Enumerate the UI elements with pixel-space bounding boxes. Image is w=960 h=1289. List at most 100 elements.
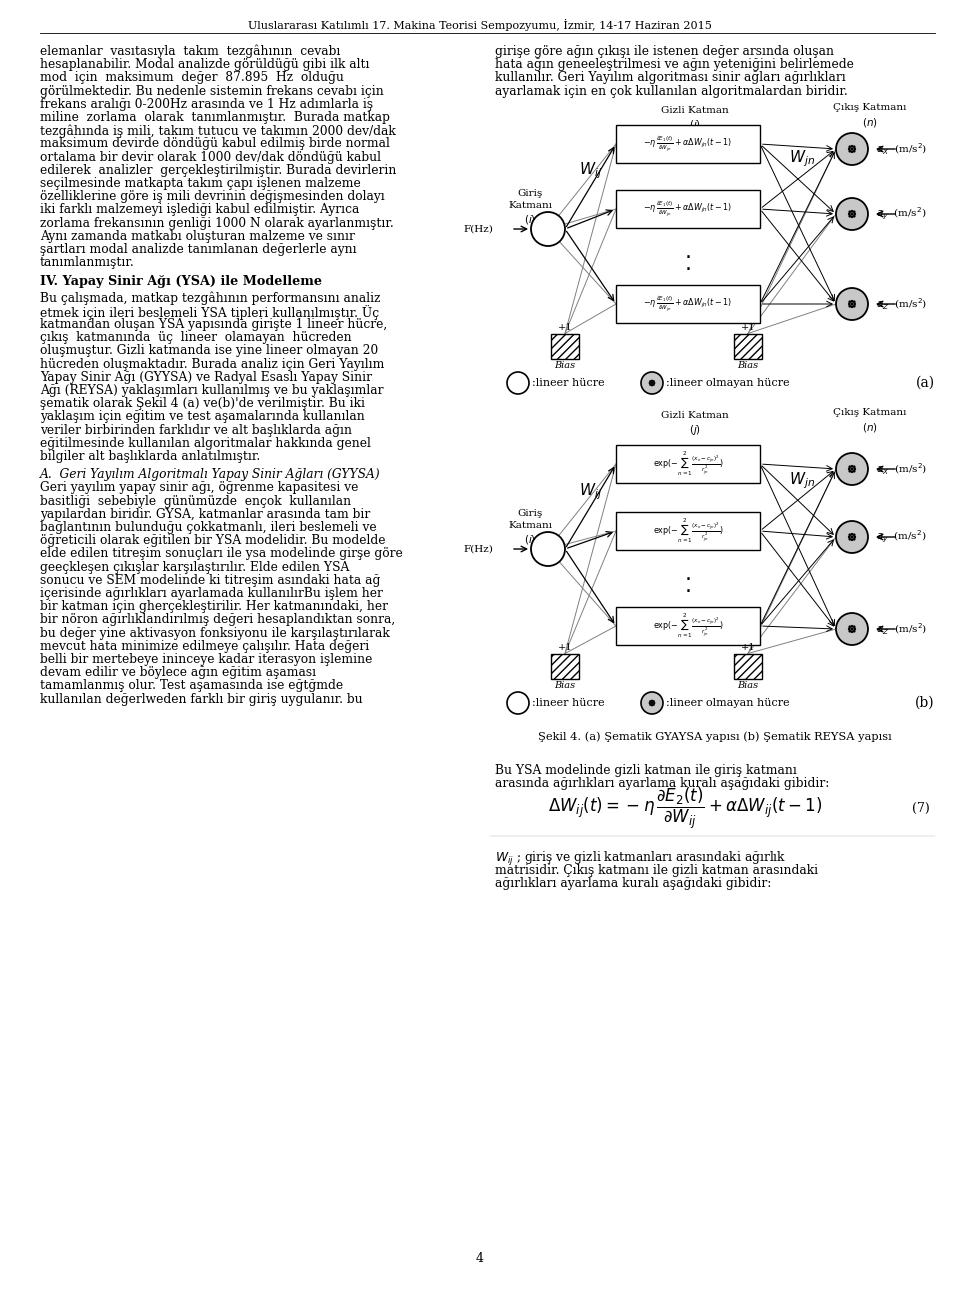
Circle shape [851,630,853,633]
Circle shape [848,536,851,539]
Circle shape [848,148,851,151]
Circle shape [851,151,853,153]
Circle shape [853,536,856,539]
Circle shape [507,373,529,394]
Text: iki farklı malzemeyi işlediği kabul edilmiştir. Ayrıca: iki farklı malzemeyi işlediği kabul edil… [40,204,359,217]
Text: .: . [684,254,691,275]
Text: Bu çalışmada, matkap tezgâhının performansını analiz: Bu çalışmada, matkap tezgâhının performa… [40,291,380,305]
Circle shape [848,628,851,630]
Circle shape [641,692,663,714]
Text: Bu YSA modelinde gizli katman ile giriş katmanı: Bu YSA modelinde gizli katman ile giriş … [495,764,797,777]
Circle shape [836,133,868,165]
Circle shape [849,630,852,633]
Circle shape [848,303,851,305]
Text: sonucu ve SEM modelinde ki titreşim asındaki hata ağ: sonucu ve SEM modelinde ki titreşim asın… [40,574,380,586]
Text: kullanılır. Geri Yayılım algoritması sinir ağları ağırlıkları: kullanılır. Geri Yayılım algoritması sin… [495,71,846,84]
Text: $(n)$: $(n)$ [862,116,877,129]
Text: çıkış  katmanında  üç  lineer  olamayan  hücreden: çıkış katmanında üç lineer olamayan hücr… [40,331,351,344]
FancyBboxPatch shape [616,445,760,483]
Circle shape [851,305,853,308]
Circle shape [653,382,656,384]
Text: :lineer olmayan hücre: :lineer olmayan hücre [666,699,790,708]
FancyBboxPatch shape [551,334,579,358]
Text: $-\eta\,\frac{\partial E_1(t)}{\partial W_{jn}}+\alpha\Delta W_{jn}(t-1)$: $-\eta\,\frac{\partial E_1(t)}{\partial … [643,200,732,219]
Text: bir nöron ağırlıklandırılmış değeri hesaplandıktan sonra,: bir nöron ağırlıklandırılmış değeri hesa… [40,614,396,626]
Text: $W_{ij}$: $W_{ij}$ [579,482,602,503]
Text: seçilmesinde matkapta takım çapı işlenen malzeme: seçilmesinde matkapta takım çapı işlenen… [40,177,361,189]
Text: Gizli Katman: Gizli Katman [661,411,729,420]
Text: :lineer olmayan hücre: :lineer olmayan hücre [666,378,790,388]
Text: tamamlanmış olur. Test aşamasında ise eğtğmde: tamamlanmış olur. Test aşamasında ise eğ… [40,679,343,692]
Circle shape [852,534,855,536]
Circle shape [851,628,853,630]
Circle shape [651,701,653,704]
Text: $a_Z$  (m/s$^2$): $a_Z$ (m/s$^2$) [876,296,927,312]
Text: .: . [684,241,691,262]
Circle shape [653,700,655,703]
Text: öğreticili olarak eğitilen bir YSA modelidir. Bu modelde: öğreticili olarak eğitilen bir YSA model… [40,534,386,548]
Text: etmek için ileri beslemeli YSA tipleri kullanılmıştır. Üç: etmek için ileri beslemeli YSA tipleri k… [40,304,379,320]
Circle shape [853,468,856,470]
Text: $(n)$: $(n)$ [862,422,877,434]
Text: (7): (7) [912,802,930,815]
Circle shape [852,625,855,628]
Text: A.  Geri Yayılım Algoritmalı Yapay Sinir Ağları (GYYSA): A. Geri Yayılım Algoritmalı Yapay Sinir … [40,468,380,481]
Text: bir katman için gherçekleştirilir. Her katmanındaki, her: bir katman için gherçekleştirilir. Her k… [40,601,388,614]
Circle shape [836,614,868,644]
Circle shape [836,199,868,229]
Text: $\exp(-\sum_{n=1}^{2}\frac{(x_n-c_{jn})^2}{r_{jn}^2})$: $\exp(-\sum_{n=1}^{2}\frac{(x_n-c_{jn})^… [653,517,723,545]
Circle shape [849,300,852,303]
Text: ayarlamak için en çok kullanılan algoritmalardan biridir.: ayarlamak için en çok kullanılan algorit… [495,85,848,98]
Text: Katmanı: Katmanı [508,521,552,530]
Text: basitliği  sebebiyle  günümüzde  ençok  kullanılan: basitliği sebebiyle günümüzde ençok kull… [40,495,351,508]
Text: belli bir mertebeye ininceye kadar iterasyon işlemine: belli bir mertebeye ininceye kadar itera… [40,654,372,666]
Circle shape [851,215,853,218]
Text: Çıkış Katmanı: Çıkış Katmanı [833,103,906,112]
Circle shape [649,700,652,703]
Text: mod  için  maksimum  değer  87.895  Hz  olduğu: mod için maksimum değer 87.895 Hz olduğu [40,71,344,84]
Text: $a_y$  (m/s$^2$): $a_y$ (m/s$^2$) [876,206,926,222]
FancyBboxPatch shape [616,285,760,324]
Text: :lineer hücre: :lineer hücre [532,699,605,708]
Text: $W_{jn}$: $W_{jn}$ [789,470,815,491]
Text: katmandan oluşan YSA yapısında girişte 1 lineer hücre,: katmandan oluşan YSA yapısında girişte 1… [40,318,387,331]
Circle shape [852,469,855,473]
Circle shape [849,210,852,213]
Circle shape [653,383,655,385]
Circle shape [649,701,651,704]
Circle shape [851,300,853,303]
Text: mevcut hata minimize edilmeye çalışılır. Hata değeri: mevcut hata minimize edilmeye çalışılır.… [40,639,370,652]
Circle shape [851,144,853,148]
Text: $a_Z$  (m/s$^2$): $a_Z$ (m/s$^2$) [876,621,927,637]
Text: $\exp(-\sum_{n=1}^{2}\frac{(x_n-c_{jn})^2}{r_{jn}^2})$: $\exp(-\sum_{n=1}^{2}\frac{(x_n-c_{jn})^… [653,611,723,641]
Circle shape [531,211,565,246]
Text: frekans aralığı 0-200Hz arasında ve 1 Hz adımlarla iş: frekans aralığı 0-200Hz arasında ve 1 Hz… [40,98,373,111]
Text: 4: 4 [476,1253,484,1266]
FancyBboxPatch shape [616,512,760,550]
Text: $a_y$  (m/s$^2$): $a_y$ (m/s$^2$) [876,528,926,545]
Circle shape [849,304,852,308]
Text: $(i)$: $(i)$ [524,532,536,547]
Text: ortalama bir devir olarak 1000 dev/dak döndüğü kabul: ortalama bir devir olarak 1000 dev/dak d… [40,151,381,164]
Circle shape [851,303,853,305]
Text: yaklaşım için eğitim ve test aşamalarında kullanılan: yaklaşım için eğitim ve test aşamalarınd… [40,410,365,423]
Text: Geri yayılım yapay sinir ağı, öğrenme kapasitesi ve: Geri yayılım yapay sinir ağı, öğrenme ka… [40,481,358,495]
Text: Bias: Bias [555,681,576,690]
Text: Bias: Bias [737,681,758,690]
Text: arasında ağırlıkları ayarlama kuralı aşağıdaki gibidir:: arasında ağırlıkları ayarlama kuralı aşa… [495,777,829,790]
Text: oluşmuştur. Gizli katmanda ise yine lineer olmayan 20: oluşmuştur. Gizli katmanda ise yine line… [40,344,378,357]
Circle shape [651,379,653,382]
Text: içerisinde ağırlıkları ayarlamada kullanılırBu işlem her: içerisinde ağırlıkları ayarlamada kullan… [40,586,383,599]
Text: $a_X$  (m/s$^2$): $a_X$ (m/s$^2$) [876,142,927,157]
Circle shape [853,303,856,305]
Text: +1: +1 [558,322,572,331]
Circle shape [851,539,853,541]
FancyBboxPatch shape [734,334,762,358]
Text: Bias: Bias [737,361,758,370]
Text: $\Delta W_{ij}(t) = -\eta\,\dfrac{\partial E_2(t)}{\partial W_{ij}} + \alpha\Del: $\Delta W_{ij}(t) = -\eta\,\dfrac{\parti… [548,786,822,831]
Circle shape [853,628,856,630]
Circle shape [653,380,655,383]
Circle shape [851,468,853,470]
Text: (b): (b) [916,696,935,710]
Text: Giriş: Giriş [517,509,542,518]
